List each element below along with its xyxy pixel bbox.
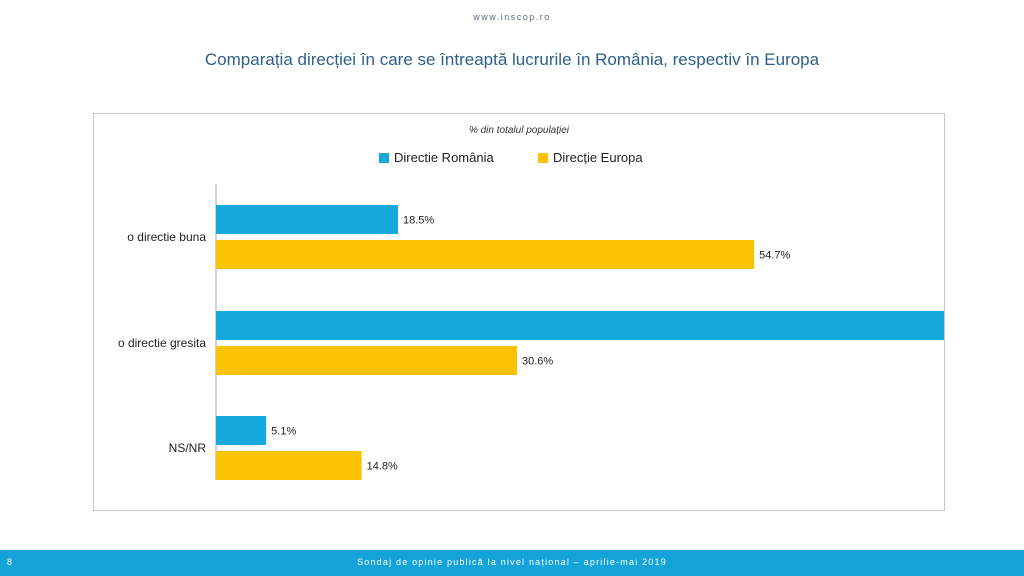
- data-label-series2-cat3: 14.8%: [367, 461, 398, 473]
- page-title: Comparația direcției în care se întreapt…: [204, 50, 820, 69]
- bar-series1-cat1: [216, 205, 398, 234]
- bar-chart: % din totalul populației Directie România…: [118, 125, 944, 480]
- data-label-series2-cat1: 54.7%: [759, 250, 790, 262]
- chart-frame: % din totalul populației Directie România…: [93, 113, 945, 511]
- category-label-2: o directie gresita: [118, 336, 206, 350]
- category-label-1: o directie buna: [127, 230, 206, 244]
- legend-swatch-2: [538, 153, 548, 163]
- legend-label-2: Direcție Europa: [553, 150, 643, 165]
- data-label-series1-cat1: 18.5%: [403, 215, 434, 227]
- legend-label-1: Directie România: [394, 150, 494, 165]
- bar-series2-cat2: [216, 346, 518, 375]
- bar-series2-cat3: [216, 451, 362, 480]
- bar-series1-cat2: [216, 311, 944, 340]
- footer-bar: 8 Sondaj de opinie publică la nivel nați…: [0, 550, 1024, 576]
- chart-subtitle: % din totalul populației: [469, 125, 570, 136]
- data-label-series1-cat3: 5.1%: [271, 426, 296, 438]
- page-number: 8: [7, 557, 13, 567]
- footer-text: Sondaj de opinie publică la nivel națion…: [357, 557, 667, 567]
- category-label-3: NS/NR: [169, 441, 207, 455]
- site-url: www.inscop.ro: [473, 12, 551, 22]
- data-label-series2-cat2: 30.6%: [522, 356, 553, 368]
- legend-swatch-1: [379, 153, 389, 163]
- bar-series2-cat1: [216, 240, 755, 269]
- bar-series1-cat3: [216, 416, 267, 445]
